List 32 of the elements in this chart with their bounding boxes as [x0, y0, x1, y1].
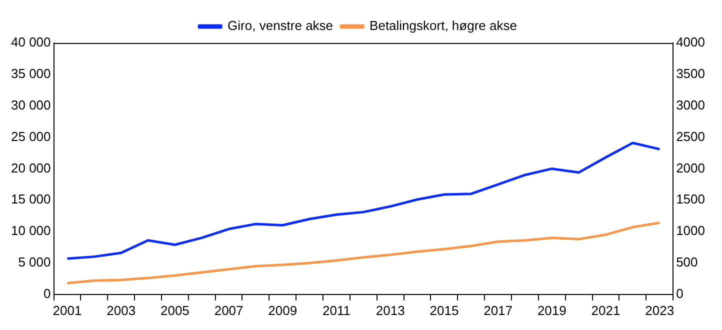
y-tick-label: 30 000 [10, 97, 51, 112]
x-tick-label: 2013 [376, 302, 405, 318]
x-tick-label: 2019 [537, 302, 566, 318]
y2-tick-label: 2500 [676, 128, 705, 144]
x-tick-label: 2017 [484, 302, 513, 318]
x-tick-label: 2023 [645, 302, 674, 318]
y2-tick-label: 3500 [676, 66, 705, 82]
y-tick-label: 40 000 [10, 34, 51, 50]
x-tick-label: 2009 [268, 302, 298, 318]
x-tick-label: 2015 [430, 302, 459, 318]
y-tick-label: 20 000 [10, 160, 51, 176]
y2-tick-label: 1000 [676, 223, 705, 238]
x-tick-label: 2011 [322, 302, 350, 318]
x-tick-label: 2021 [591, 302, 620, 318]
y-tick-label: 0 [44, 286, 51, 301]
y-tick-label: 5 000 [18, 254, 51, 270]
y-tick-label: 35 000 [10, 66, 51, 82]
legend-label: Betalingskort, høgre akse [370, 18, 517, 34]
legend-label: Giro, venstre akse [228, 18, 334, 34]
y2-tick-label: 4000 [676, 34, 705, 50]
x-tick-label: 2007 [214, 302, 244, 318]
x-tick-label: 2005 [160, 302, 190, 318]
y2-tick-label: 2000 [676, 160, 705, 176]
y2-tick-label: 0 [676, 286, 684, 301]
y-tick-label: 15 000 [10, 192, 51, 207]
y2-tick-label: 1500 [676, 192, 705, 207]
x-tick-label: 2003 [106, 302, 136, 318]
y2-tick-label: 500 [676, 254, 698, 270]
y-tick-label: 25 000 [10, 128, 51, 144]
y-tick-label: 10 000 [10, 223, 51, 238]
y2-tick-label: 3000 [676, 97, 705, 112]
x-tick-label: 2001 [52, 302, 82, 318]
